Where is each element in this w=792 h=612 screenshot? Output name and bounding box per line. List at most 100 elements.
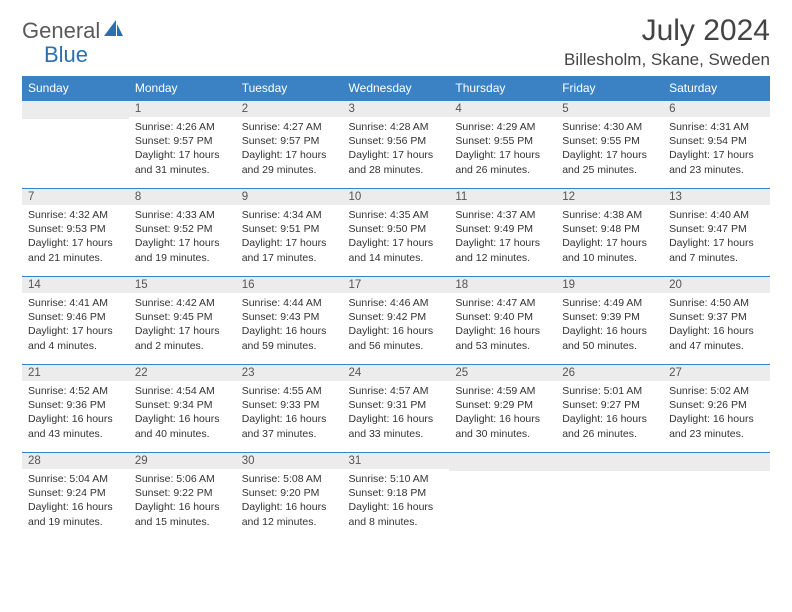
calendar-cell: 9Sunrise: 4:34 AMSunset: 9:51 PMDaylight…	[236, 189, 343, 277]
day-number: 11	[449, 189, 556, 205]
daylight-text: Daylight: 16 hours and 30 minutes.	[455, 412, 550, 440]
calendar-cell: 15Sunrise: 4:42 AMSunset: 9:45 PMDayligh…	[129, 277, 236, 365]
day-data: Sunrise: 4:55 AMSunset: 9:33 PMDaylight:…	[236, 381, 343, 447]
sunrise-text: Sunrise: 4:44 AM	[242, 296, 337, 310]
day-data: Sunrise: 4:29 AMSunset: 9:55 PMDaylight:…	[449, 117, 556, 183]
day-number	[556, 453, 663, 471]
calendar-cell	[556, 453, 663, 541]
day-number: 29	[129, 453, 236, 469]
sunset-text: Sunset: 9:37 PM	[669, 310, 764, 324]
day-data: Sunrise: 4:28 AMSunset: 9:56 PMDaylight:…	[343, 117, 450, 183]
calendar-cell: 25Sunrise: 4:59 AMSunset: 9:29 PMDayligh…	[449, 365, 556, 453]
day-number: 4	[449, 101, 556, 117]
sunset-text: Sunset: 9:22 PM	[135, 486, 230, 500]
sunset-text: Sunset: 9:55 PM	[455, 134, 550, 148]
day-number: 14	[22, 277, 129, 293]
day-data: Sunrise: 4:52 AMSunset: 9:36 PMDaylight:…	[22, 381, 129, 447]
calendar-week-row: 7Sunrise: 4:32 AMSunset: 9:53 PMDaylight…	[22, 189, 770, 277]
sunset-text: Sunset: 9:39 PM	[562, 310, 657, 324]
day-data: Sunrise: 4:59 AMSunset: 9:29 PMDaylight:…	[449, 381, 556, 447]
calendar-cell: 2Sunrise: 4:27 AMSunset: 9:57 PMDaylight…	[236, 101, 343, 189]
day-number: 13	[663, 189, 770, 205]
title-block: July 2024 Billesholm, Skane, Sweden	[564, 14, 770, 70]
day-number: 24	[343, 365, 450, 381]
day-data: Sunrise: 4:41 AMSunset: 9:46 PMDaylight:…	[22, 293, 129, 359]
day-data: Sunrise: 4:49 AMSunset: 9:39 PMDaylight:…	[556, 293, 663, 359]
sunset-text: Sunset: 9:51 PM	[242, 222, 337, 236]
day-header: Saturday	[663, 76, 770, 101]
calendar-cell: 6Sunrise: 4:31 AMSunset: 9:54 PMDaylight…	[663, 101, 770, 189]
sunset-text: Sunset: 9:34 PM	[135, 398, 230, 412]
day-number: 31	[343, 453, 450, 469]
sunset-text: Sunset: 9:49 PM	[455, 222, 550, 236]
calendar-cell: 14Sunrise: 4:41 AMSunset: 9:46 PMDayligh…	[22, 277, 129, 365]
calendar-cell: 23Sunrise: 4:55 AMSunset: 9:33 PMDayligh…	[236, 365, 343, 453]
day-data: Sunrise: 4:47 AMSunset: 9:40 PMDaylight:…	[449, 293, 556, 359]
day-data: Sunrise: 5:01 AMSunset: 9:27 PMDaylight:…	[556, 381, 663, 447]
calendar-cell: 19Sunrise: 4:49 AMSunset: 9:39 PMDayligh…	[556, 277, 663, 365]
sunset-text: Sunset: 9:27 PM	[562, 398, 657, 412]
day-number: 7	[22, 189, 129, 205]
logo-text-blue: Blue	[44, 42, 88, 68]
calendar-cell: 7Sunrise: 4:32 AMSunset: 9:53 PMDaylight…	[22, 189, 129, 277]
daylight-text: Daylight: 17 hours and 10 minutes.	[562, 236, 657, 264]
sunset-text: Sunset: 9:29 PM	[455, 398, 550, 412]
daylight-text: Daylight: 16 hours and 8 minutes.	[349, 500, 444, 528]
day-data: Sunrise: 4:33 AMSunset: 9:52 PMDaylight:…	[129, 205, 236, 271]
calendar-cell: 28Sunrise: 5:04 AMSunset: 9:24 PMDayligh…	[22, 453, 129, 541]
day-data: Sunrise: 4:46 AMSunset: 9:42 PMDaylight:…	[343, 293, 450, 359]
sunrise-text: Sunrise: 4:49 AM	[562, 296, 657, 310]
day-number: 25	[449, 365, 556, 381]
sunset-text: Sunset: 9:48 PM	[562, 222, 657, 236]
calendar-cell: 11Sunrise: 4:37 AMSunset: 9:49 PMDayligh…	[449, 189, 556, 277]
sunrise-text: Sunrise: 4:41 AM	[28, 296, 123, 310]
day-header: Friday	[556, 76, 663, 101]
sunset-text: Sunset: 9:43 PM	[242, 310, 337, 324]
day-data: Sunrise: 5:02 AMSunset: 9:26 PMDaylight:…	[663, 381, 770, 447]
calendar-cell: 13Sunrise: 4:40 AMSunset: 9:47 PMDayligh…	[663, 189, 770, 277]
calendar-week-row: 1Sunrise: 4:26 AMSunset: 9:57 PMDaylight…	[22, 101, 770, 189]
day-number: 30	[236, 453, 343, 469]
sunrise-text: Sunrise: 4:38 AM	[562, 208, 657, 222]
month-year: July 2024	[564, 14, 770, 48]
logo-text-general: General	[22, 18, 100, 44]
day-number: 20	[663, 277, 770, 293]
calendar-cell	[22, 101, 129, 189]
logo: General	[22, 14, 126, 44]
sunset-text: Sunset: 9:42 PM	[349, 310, 444, 324]
day-header: Sunday	[22, 76, 129, 101]
location: Billesholm, Skane, Sweden	[564, 50, 770, 70]
day-number: 17	[343, 277, 450, 293]
sunrise-text: Sunrise: 4:47 AM	[455, 296, 550, 310]
day-header-row: Sunday Monday Tuesday Wednesday Thursday…	[22, 76, 770, 101]
day-data: Sunrise: 4:40 AMSunset: 9:47 PMDaylight:…	[663, 205, 770, 271]
calendar-cell: 29Sunrise: 5:06 AMSunset: 9:22 PMDayligh…	[129, 453, 236, 541]
day-number: 28	[22, 453, 129, 469]
daylight-text: Daylight: 16 hours and 50 minutes.	[562, 324, 657, 352]
sunset-text: Sunset: 9:53 PM	[28, 222, 123, 236]
page-header: General July 2024 Billesholm, Skane, Swe…	[22, 14, 770, 70]
day-data: Sunrise: 4:30 AMSunset: 9:55 PMDaylight:…	[556, 117, 663, 183]
day-number: 19	[556, 277, 663, 293]
sunrise-text: Sunrise: 4:30 AM	[562, 120, 657, 134]
calendar-cell: 27Sunrise: 5:02 AMSunset: 9:26 PMDayligh…	[663, 365, 770, 453]
calendar-cell: 20Sunrise: 4:50 AMSunset: 9:37 PMDayligh…	[663, 277, 770, 365]
day-number: 1	[129, 101, 236, 117]
daylight-text: Daylight: 16 hours and 37 minutes.	[242, 412, 337, 440]
day-number: 10	[343, 189, 450, 205]
sunset-text: Sunset: 9:31 PM	[349, 398, 444, 412]
day-number: 6	[663, 101, 770, 117]
daylight-text: Daylight: 17 hours and 7 minutes.	[669, 236, 764, 264]
calendar-page: General July 2024 Billesholm, Skane, Swe…	[0, 0, 792, 555]
calendar-table: Sunday Monday Tuesday Wednesday Thursday…	[22, 76, 770, 541]
calendar-cell: 1Sunrise: 4:26 AMSunset: 9:57 PMDaylight…	[129, 101, 236, 189]
sunrise-text: Sunrise: 4:34 AM	[242, 208, 337, 222]
day-number: 22	[129, 365, 236, 381]
day-data: Sunrise: 4:44 AMSunset: 9:43 PMDaylight:…	[236, 293, 343, 359]
daylight-text: Daylight: 17 hours and 28 minutes.	[349, 148, 444, 176]
day-number: 2	[236, 101, 343, 117]
sunset-text: Sunset: 9:52 PM	[135, 222, 230, 236]
day-number: 5	[556, 101, 663, 117]
daylight-text: Daylight: 17 hours and 14 minutes.	[349, 236, 444, 264]
day-header: Thursday	[449, 76, 556, 101]
